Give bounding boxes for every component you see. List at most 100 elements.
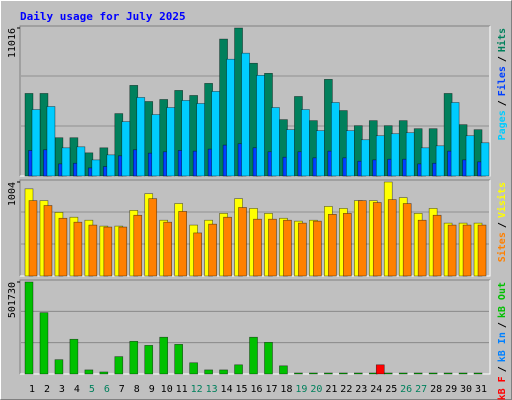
bar xyxy=(204,369,213,375)
chart-title: Daily usage for July 2025 xyxy=(20,10,186,23)
x-tick-label: 24 xyxy=(370,384,382,395)
bar xyxy=(106,154,116,177)
x-tick-label: 10 xyxy=(161,384,173,395)
bar xyxy=(339,372,348,375)
x-tick-label: 14 xyxy=(221,384,233,395)
x-tick-label: 26 xyxy=(400,384,412,395)
bar xyxy=(473,372,483,375)
bar xyxy=(268,218,277,277)
bar xyxy=(163,221,173,277)
bar xyxy=(39,312,49,375)
legend-entry: Pages xyxy=(497,110,508,140)
bar xyxy=(43,205,53,277)
bar xyxy=(465,135,475,177)
legend: Pages / Files / Hits xyxy=(496,28,508,140)
x-tick-label: 31 xyxy=(475,384,487,395)
legend: Sites / Visits xyxy=(496,182,508,262)
bar xyxy=(413,372,423,375)
bar xyxy=(24,281,34,375)
bar xyxy=(428,372,438,375)
legend-entry: Files xyxy=(496,66,508,96)
bar xyxy=(114,356,124,375)
bar xyxy=(357,200,367,277)
legend-separator: / xyxy=(497,366,508,372)
bar xyxy=(144,345,154,375)
bar xyxy=(253,218,262,277)
panel-border-dark xyxy=(19,279,490,374)
bar xyxy=(238,207,247,277)
bar xyxy=(159,336,169,375)
x-tick-label: 18 xyxy=(280,384,292,395)
bar xyxy=(405,132,415,177)
x-tick-label: 22 xyxy=(340,384,352,395)
bar xyxy=(360,139,370,177)
panel-border-dark xyxy=(19,25,490,176)
bar xyxy=(234,364,243,375)
bar xyxy=(256,75,265,177)
x-tick-label: 9 xyxy=(149,384,155,395)
bar xyxy=(271,107,280,177)
bar xyxy=(133,214,143,277)
bar xyxy=(193,232,202,277)
bar xyxy=(84,369,94,375)
bar xyxy=(477,224,487,277)
legend-separator: / xyxy=(497,322,508,328)
legend-entry: kB Out xyxy=(497,282,508,318)
y-tick-label: 501730 xyxy=(7,282,18,318)
bar xyxy=(174,344,183,375)
bar xyxy=(417,219,427,277)
bar xyxy=(283,219,292,277)
legend-entry: kB In xyxy=(497,332,508,362)
x-tick-label: 4 xyxy=(74,384,80,395)
bar xyxy=(390,133,400,177)
bar xyxy=(211,91,220,177)
bar xyxy=(383,372,393,375)
x-tick-label: 17 xyxy=(265,384,277,395)
bar xyxy=(328,214,337,277)
x-tick-label: 28 xyxy=(430,384,442,395)
bar xyxy=(28,200,38,277)
bar xyxy=(324,372,333,375)
bar xyxy=(136,97,146,177)
bar xyxy=(387,199,397,277)
legend-entry: Hits xyxy=(496,28,508,52)
bar xyxy=(91,159,101,177)
bar xyxy=(189,362,198,375)
bar xyxy=(343,213,352,277)
bar xyxy=(458,372,468,375)
x-tick-label: 27 xyxy=(415,384,427,395)
bar xyxy=(148,198,158,277)
bar xyxy=(31,109,41,177)
bar xyxy=(298,222,307,277)
bar xyxy=(447,224,457,277)
bar xyxy=(375,135,385,177)
x-tick-label: 5 xyxy=(89,384,95,395)
bar xyxy=(73,221,83,277)
bar xyxy=(121,121,131,177)
x-tick-label: 12 xyxy=(191,384,203,395)
legend-separator: / xyxy=(497,222,508,228)
bar xyxy=(353,372,363,375)
bar xyxy=(309,372,318,375)
x-tick-label: 1 xyxy=(29,384,35,395)
x-tick-label: 13 xyxy=(206,384,218,395)
bar xyxy=(58,217,68,277)
bar xyxy=(286,129,295,177)
bar xyxy=(432,214,442,277)
x-tick-label: 25 xyxy=(385,384,397,395)
bar xyxy=(450,102,460,177)
bar xyxy=(118,226,128,277)
x-tick-label: 19 xyxy=(295,384,307,395)
bar xyxy=(196,103,205,177)
bar xyxy=(402,203,412,277)
bar xyxy=(226,58,235,177)
bar xyxy=(88,224,98,277)
bar xyxy=(181,100,190,177)
x-tick-label: 21 xyxy=(325,384,337,395)
bar xyxy=(54,359,64,375)
bar xyxy=(443,372,453,375)
x-tick-label: 30 xyxy=(460,384,472,395)
bar xyxy=(279,365,288,375)
bar xyxy=(316,130,325,177)
legend-entry: kB F xyxy=(497,376,508,400)
